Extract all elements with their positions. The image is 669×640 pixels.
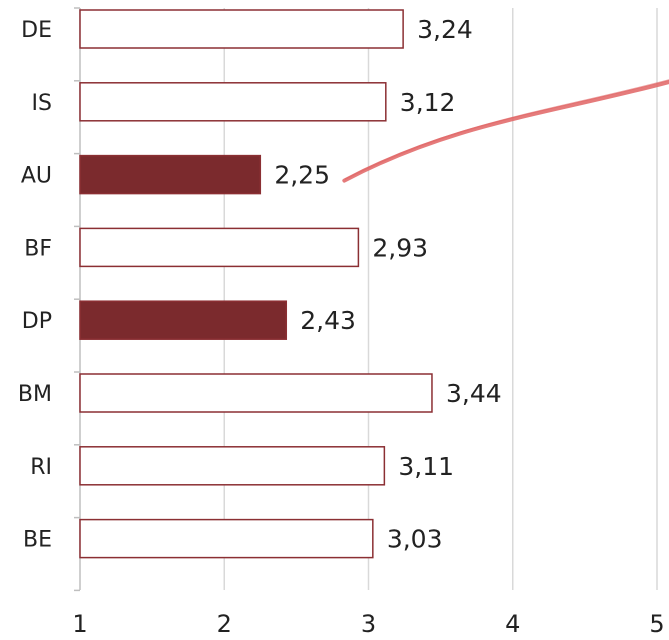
value-label-be: 3,03 <box>387 525 443 554</box>
value-label-bm: 3,44 <box>446 379 502 408</box>
category-label-be: BE <box>23 528 52 553</box>
bar-bf <box>79 227 360 268</box>
bar-bm <box>79 373 433 413</box>
annotation-line-texture <box>344 79 669 180</box>
bar-ri <box>79 446 386 486</box>
x-tick-label-1: 1 <box>72 610 87 638</box>
bar-layer <box>79 9 433 559</box>
annotation-line <box>342 80 669 183</box>
category-label-ri: RI <box>30 455 52 480</box>
value-label-bf: 2,93 <box>372 233 428 262</box>
value-label-ri: 3,11 <box>398 452 454 481</box>
value-label-dp: 2,43 <box>300 306 356 335</box>
x-tick-label-4: 4 <box>505 610 520 638</box>
x-tick-label-5: 5 <box>649 610 664 638</box>
x-tick-label-3: 3 <box>361 610 376 638</box>
category-label-bf: BF <box>24 236 52 261</box>
bar-is <box>79 82 387 122</box>
value-label-de: 3,24 <box>417 15 473 44</box>
value-label-is: 3,12 <box>400 88 456 117</box>
category-label-au: AU <box>21 164 52 189</box>
category-label-de: DE <box>21 18 52 43</box>
annotation-layer <box>342 79 669 183</box>
x-tick-label-2: 2 <box>217 610 232 638</box>
category-label-is: IS <box>32 91 52 116</box>
bar-au <box>79 154 262 195</box>
bar-be <box>79 518 374 559</box>
bar-dp <box>79 300 288 340</box>
category-label-bm: BM <box>18 382 52 407</box>
category-label-dp: DP <box>22 309 52 334</box>
value-label-au: 2,25 <box>274 161 330 190</box>
label-layer: DE 3,24 IS 3,12 AU 2,25 BF 2,93 DP 2,43 BM 3,44 RI 3,… <box>18 15 502 554</box>
bar-de <box>79 9 404 49</box>
